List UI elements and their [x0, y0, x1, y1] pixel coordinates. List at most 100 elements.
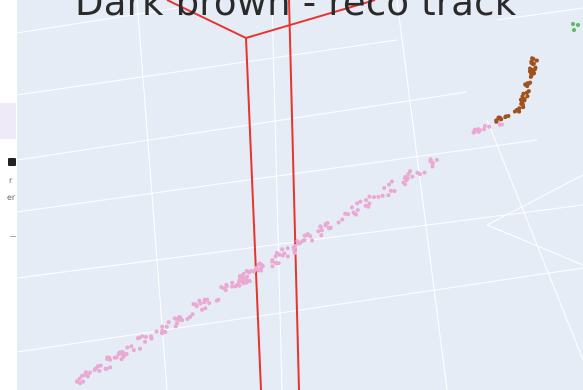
track-point [531, 57, 536, 61]
hit-point [131, 348, 136, 353]
hit-point [185, 317, 190, 321]
hit-point [353, 212, 358, 217]
hit-point [415, 170, 420, 175]
3d-plot[interactable]: Dark brown - reco track [17, 0, 583, 390]
hit-point [316, 229, 321, 234]
hit-point [174, 317, 179, 321]
hit-point [382, 186, 387, 190]
green-hits [571, 22, 580, 32]
hit-point [325, 221, 330, 225]
hit-point [222, 286, 227, 291]
track-point [521, 91, 526, 96]
hit-point [280, 247, 285, 252]
track-point [526, 81, 531, 86]
hit-point [193, 302, 198, 307]
hit-point [292, 250, 297, 255]
hit-point [103, 366, 108, 371]
hit-point [97, 369, 102, 373]
hit-point [388, 188, 393, 193]
hit-point [143, 335, 148, 339]
hit-point [160, 324, 165, 329]
hit-point [477, 128, 482, 133]
hit-point [129, 344, 134, 349]
hit-point [355, 208, 360, 212]
hit-point [245, 278, 250, 283]
hit-point [386, 193, 391, 198]
hit-point [96, 364, 100, 369]
hit-point [88, 370, 92, 375]
track-point [528, 66, 532, 71]
track-point [532, 67, 537, 71]
hit-point [367, 194, 372, 199]
panel-text: r [9, 176, 13, 185]
plot-title: Dark brown - reco track [75, 0, 517, 24]
hit-point [256, 262, 261, 267]
hit-point [482, 127, 487, 132]
hit-point [302, 233, 307, 238]
hit-point [238, 274, 243, 278]
hit-point [138, 346, 142, 351]
icon-button[interactable] [8, 158, 16, 166]
hit-point [270, 259, 275, 264]
hit-point [166, 320, 171, 325]
hit-point [318, 225, 323, 229]
hit-point [408, 169, 413, 174]
hit-point [319, 228, 324, 233]
panel-text: er [7, 193, 16, 202]
hit-point [404, 178, 409, 183]
track-point [528, 74, 533, 79]
hit-point [198, 301, 203, 306]
hit-point [123, 352, 128, 357]
grid-lines [17, 0, 583, 390]
hit-point [376, 194, 381, 199]
divider [10, 236, 16, 237]
track-point [531, 70, 536, 75]
track-point [518, 97, 523, 102]
hit-point [230, 284, 235, 289]
hit-point [340, 217, 345, 222]
hit-point [80, 373, 84, 378]
track-point [525, 94, 530, 99]
hit-point [380, 193, 385, 198]
track-point [529, 60, 534, 65]
hit-point [285, 246, 290, 251]
hit-point [197, 298, 202, 303]
hit-point [276, 261, 281, 266]
hit-point [108, 365, 113, 370]
hit-point [175, 321, 179, 326]
hit-point [363, 203, 368, 208]
hit-point [253, 267, 258, 272]
track-point [494, 119, 499, 124]
hit-point [84, 370, 88, 375]
hit-point [319, 233, 324, 238]
hit-point [364, 198, 369, 203]
hit-point [77, 376, 82, 381]
hit-point [372, 195, 376, 200]
green-point [576, 23, 580, 27]
hit-point [241, 271, 246, 276]
hit-point [160, 328, 165, 333]
hit-point [487, 124, 492, 129]
hit-point [207, 301, 212, 306]
plot-canvas[interactable] [17, 0, 583, 390]
track-point [496, 115, 501, 120]
hit-point [387, 182, 391, 187]
hit-point [302, 238, 307, 243]
hit-point [280, 253, 285, 258]
hit-point [343, 211, 348, 216]
hit-point [85, 373, 90, 378]
track-point [534, 58, 539, 63]
hit-point [177, 317, 182, 322]
hit-point [430, 161, 435, 166]
hit-point [434, 157, 439, 162]
hit-point [190, 312, 195, 317]
track-point [517, 109, 522, 114]
hit-point [116, 352, 121, 357]
hit-point [233, 284, 238, 289]
hit-point [200, 307, 204, 312]
hit-point [75, 379, 79, 384]
hit-point [247, 270, 251, 275]
selected-item[interactable] [0, 103, 16, 139]
hit-point [367, 201, 372, 206]
hit-point [238, 279, 243, 284]
